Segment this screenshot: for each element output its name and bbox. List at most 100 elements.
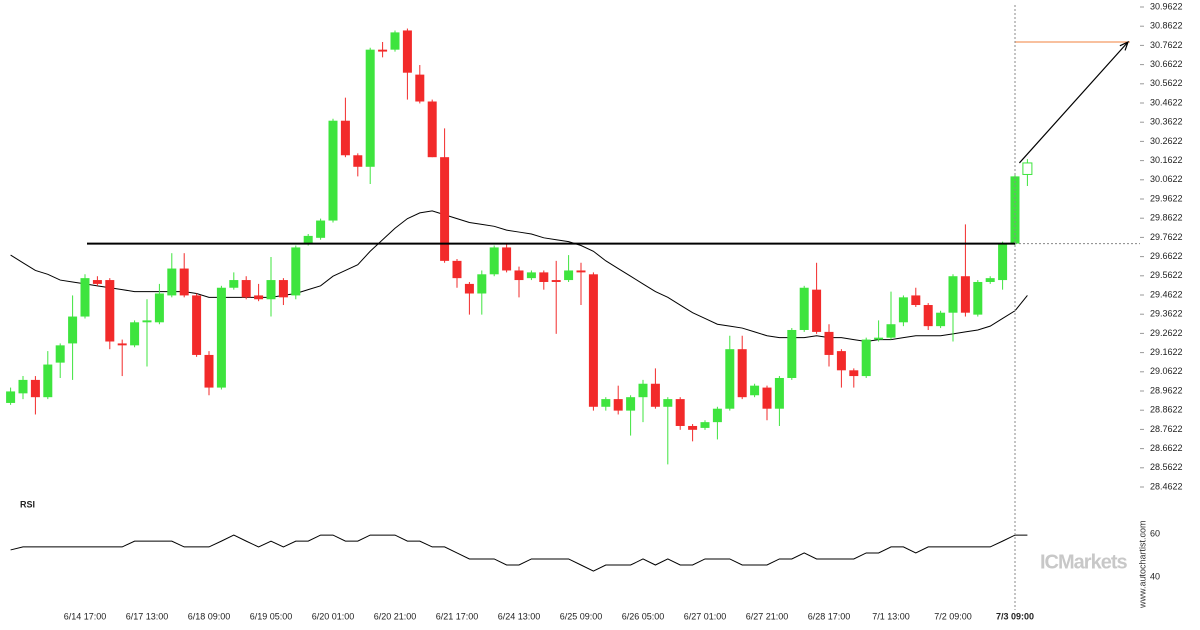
candle-body bbox=[874, 337, 884, 340]
x-tick-label: 6/26 05:00 bbox=[622, 611, 665, 621]
x-tick-label: 6/21 17:00 bbox=[436, 611, 479, 621]
candle-body bbox=[216, 287, 226, 388]
candle-body bbox=[192, 295, 202, 355]
candle-body bbox=[80, 278, 90, 317]
candle-body bbox=[55, 345, 65, 363]
candle-body bbox=[378, 49, 388, 52]
candle-body bbox=[154, 293, 164, 323]
y-tick-label: 29.0622 bbox=[1150, 366, 1183, 376]
arrow-head bbox=[1119, 40, 1130, 51]
forecast-arrow bbox=[1018, 41, 1129, 164]
candle-body bbox=[787, 329, 797, 378]
candle-body bbox=[750, 385, 760, 396]
y-tick-label: 60 bbox=[1150, 528, 1160, 538]
candle-body bbox=[266, 280, 276, 300]
y-tick-label: 30.9622 bbox=[1150, 1, 1183, 11]
candle-body bbox=[936, 312, 946, 327]
x-tick-label: 6/27 01:00 bbox=[684, 611, 727, 621]
candle-body bbox=[204, 354, 214, 388]
candle-body bbox=[402, 30, 412, 73]
candle-body bbox=[30, 379, 40, 398]
candle-body bbox=[452, 260, 462, 279]
candle-body bbox=[626, 397, 636, 411]
y-tick-label: 28.8622 bbox=[1150, 405, 1183, 415]
candle-body bbox=[601, 399, 611, 407]
x-tick-label: 7/2 09:00 bbox=[934, 611, 972, 621]
candle-body bbox=[365, 49, 375, 167]
candle-body bbox=[43, 364, 53, 398]
candle-body bbox=[254, 295, 264, 300]
candle-body bbox=[700, 422, 710, 428]
y-tick-label: 30.6622 bbox=[1150, 59, 1183, 69]
y-tick-label: 29.7622 bbox=[1150, 232, 1183, 242]
y-tick-label: 30.0622 bbox=[1150, 174, 1183, 184]
candle-body bbox=[638, 383, 648, 398]
candle-body bbox=[564, 270, 574, 281]
candle-body bbox=[1022, 162, 1033, 175]
x-tick-label: 6/25 09:00 bbox=[560, 611, 603, 621]
y-tick-label: 28.9622 bbox=[1150, 385, 1183, 395]
y-tick-label: 29.8622 bbox=[1150, 213, 1183, 223]
candle-body bbox=[502, 247, 512, 271]
candle-body bbox=[241, 280, 251, 298]
y-tick-label: 28.6622 bbox=[1150, 443, 1183, 453]
candle-body bbox=[514, 270, 524, 281]
candle-body bbox=[390, 32, 400, 50]
candle-body bbox=[167, 268, 177, 296]
candle-body bbox=[774, 377, 784, 409]
x-tick-label: 6/18 09:00 bbox=[188, 611, 231, 621]
y-tick-label: 29.9622 bbox=[1150, 193, 1183, 203]
candle-body bbox=[303, 235, 313, 244]
rsi-line bbox=[10, 534, 1028, 572]
candle-body bbox=[353, 155, 363, 167]
candle-body bbox=[861, 339, 871, 377]
candle-body bbox=[142, 320, 152, 323]
candle-body bbox=[799, 287, 809, 330]
candle-body bbox=[117, 343, 127, 346]
candle-body bbox=[440, 157, 450, 261]
candle-body bbox=[415, 74, 425, 102]
source: www.autochartist.com bbox=[1137, 520, 1147, 609]
candle-body bbox=[762, 387, 772, 409]
x-tick-label: 6/28 17:00 bbox=[808, 611, 851, 621]
candle-body bbox=[923, 305, 933, 327]
candle-body bbox=[427, 101, 437, 158]
candle-body bbox=[849, 370, 859, 377]
candle-body bbox=[663, 399, 673, 407]
candle-body bbox=[291, 247, 301, 296]
candle-body bbox=[464, 283, 474, 294]
y-tick-label: 29.2622 bbox=[1150, 328, 1183, 338]
y-tick-label: 29.4622 bbox=[1150, 289, 1183, 299]
candle-body bbox=[92, 280, 102, 284]
candle-body bbox=[179, 268, 189, 296]
y-tick-label: 30.5622 bbox=[1150, 78, 1183, 88]
candle-body bbox=[812, 289, 822, 332]
x-tick-label: 7/1 13:00 bbox=[872, 611, 910, 621]
candle-body bbox=[588, 274, 598, 407]
candle-body bbox=[960, 276, 970, 313]
candle-body bbox=[650, 383, 660, 407]
y-tick-label: 40 bbox=[1150, 571, 1160, 581]
y-tick-label: 28.7622 bbox=[1150, 424, 1183, 434]
candle-body bbox=[712, 408, 722, 423]
x-tick-label: 6/24 13:00 bbox=[498, 611, 541, 621]
candle-body bbox=[105, 280, 115, 342]
y-tick-label: 28.5622 bbox=[1150, 462, 1183, 472]
candle-body bbox=[836, 351, 846, 371]
x-tick-label: 6/20 21:00 bbox=[374, 611, 417, 621]
x-tick-label: 6/20 01:00 bbox=[312, 611, 355, 621]
candle-body bbox=[886, 324, 896, 338]
y-tick-label: 30.4622 bbox=[1150, 97, 1183, 107]
candle-body bbox=[68, 316, 78, 344]
candle-body bbox=[675, 399, 685, 426]
y-tick-label: 28.4622 bbox=[1150, 481, 1183, 491]
candle-body bbox=[948, 276, 958, 313]
x-tick-label: 6/14 17:00 bbox=[64, 611, 107, 621]
y-tick-label: 30.7622 bbox=[1150, 40, 1183, 50]
candle-body bbox=[998, 243, 1008, 281]
x-tick-label: 6/19 05:00 bbox=[250, 611, 293, 621]
y-tick-label: 30.2622 bbox=[1150, 136, 1183, 146]
y-tick-label: 29.6622 bbox=[1150, 251, 1183, 261]
candle-body bbox=[229, 280, 239, 288]
